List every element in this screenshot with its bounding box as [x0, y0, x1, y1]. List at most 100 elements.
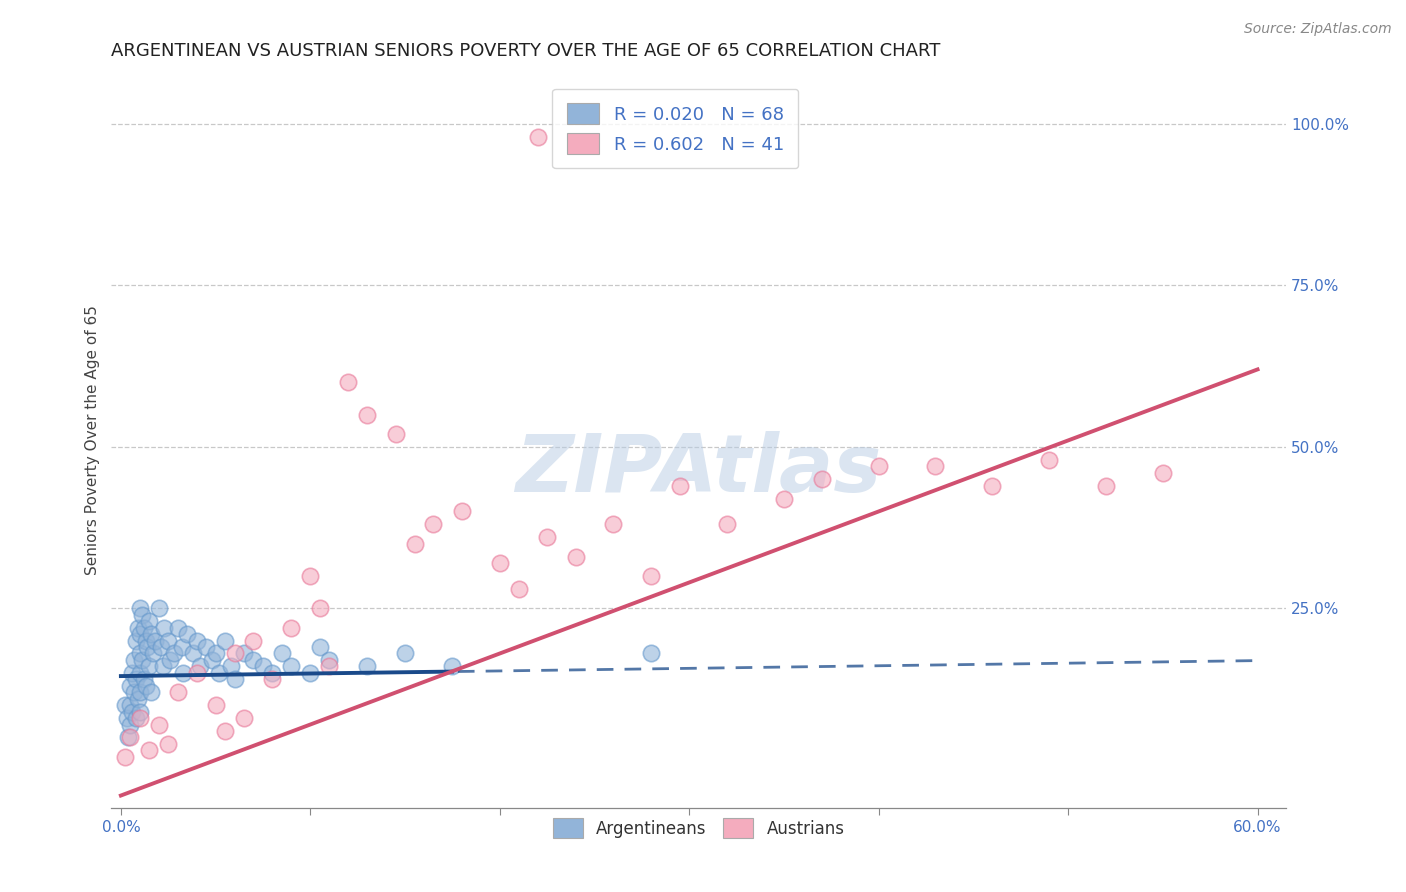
Point [318, 653, 340, 667]
Point [219, 659, 242, 673]
Point [149, 640, 172, 654]
Point [299, 569, 322, 583]
Point [138, 614, 160, 628]
Point [233, 711, 256, 725]
Point [127, 621, 149, 635]
Point [143, 633, 166, 648]
Point [308, 601, 330, 615]
Point [242, 633, 264, 648]
Point [394, 647, 416, 661]
Point [224, 647, 246, 661]
Point [924, 459, 946, 474]
Point [132, 621, 155, 635]
Point [186, 633, 208, 648]
Point [526, 130, 548, 145]
Point [280, 621, 302, 635]
Point [1152, 466, 1174, 480]
Point [120, 731, 142, 745]
Point [242, 653, 264, 667]
Point [128, 627, 150, 641]
Point [115, 711, 138, 725]
Point [190, 659, 212, 673]
Point [122, 653, 145, 667]
Point [195, 640, 218, 654]
Point [602, 517, 624, 532]
Point [868, 459, 890, 474]
Point [356, 408, 378, 422]
Point [121, 705, 143, 719]
Point [117, 731, 139, 745]
Point [262, 665, 284, 680]
Point [120, 698, 142, 713]
Point [153, 621, 176, 635]
Point [1038, 452, 1060, 467]
Point [131, 607, 153, 622]
Point [121, 665, 143, 680]
Point [208, 665, 231, 680]
Point [122, 685, 145, 699]
Point [172, 665, 194, 680]
Text: Source: ZipAtlas.com: Source: ZipAtlas.com [1244, 22, 1392, 37]
Point [159, 653, 181, 667]
Point [128, 665, 150, 680]
Point [773, 491, 796, 506]
Point [125, 673, 148, 687]
Point [157, 633, 180, 648]
Point [204, 698, 226, 713]
Point [166, 621, 188, 635]
Point [127, 691, 149, 706]
Point [163, 647, 186, 661]
Point [233, 647, 256, 661]
Point [214, 633, 236, 648]
Point [811, 472, 834, 486]
Point [131, 653, 153, 667]
Point [166, 685, 188, 699]
Point [384, 427, 406, 442]
Point [640, 569, 662, 583]
Point [141, 685, 163, 699]
Text: ARGENTINEAN VS AUSTRIAN SENIORS POVERTY OVER THE AGE OF 65 CORRELATION CHART: ARGENTINEAN VS AUSTRIAN SENIORS POVERTY … [111, 42, 941, 60]
Point [114, 698, 136, 713]
Point [128, 601, 150, 615]
Point [125, 633, 148, 648]
Legend: Argentineans, Austrians: Argentineans, Austrians [546, 812, 851, 844]
Point [138, 743, 160, 757]
Point [176, 627, 198, 641]
Point [1095, 478, 1118, 492]
Point [134, 679, 156, 693]
Point [224, 673, 246, 687]
Point [271, 647, 294, 661]
Point [536, 530, 558, 544]
Point [337, 376, 360, 390]
Point [120, 679, 142, 693]
Point [134, 633, 156, 648]
Point [128, 711, 150, 725]
Point [508, 582, 530, 596]
Point [125, 711, 148, 725]
Point [422, 517, 444, 532]
Point [138, 659, 160, 673]
Point [152, 659, 174, 673]
Point [148, 601, 170, 615]
Point [148, 717, 170, 731]
Point [142, 647, 165, 661]
Point [716, 517, 738, 532]
Text: ZIPAtlas: ZIPAtlas [516, 431, 882, 508]
Point [141, 627, 163, 641]
Point [262, 673, 284, 687]
Point [564, 549, 586, 564]
Point [308, 640, 330, 654]
Point [441, 659, 464, 673]
Point [120, 717, 142, 731]
Point [280, 659, 302, 673]
Point [404, 537, 426, 551]
Point [981, 478, 1004, 492]
Point [488, 556, 510, 570]
Point [201, 653, 224, 667]
Point [668, 478, 690, 492]
Point [114, 749, 136, 764]
Point [157, 737, 180, 751]
Point [128, 705, 150, 719]
Y-axis label: Seniors Poverty Over the Age of 65: Seniors Poverty Over the Age of 65 [86, 305, 100, 575]
Point [181, 647, 204, 661]
